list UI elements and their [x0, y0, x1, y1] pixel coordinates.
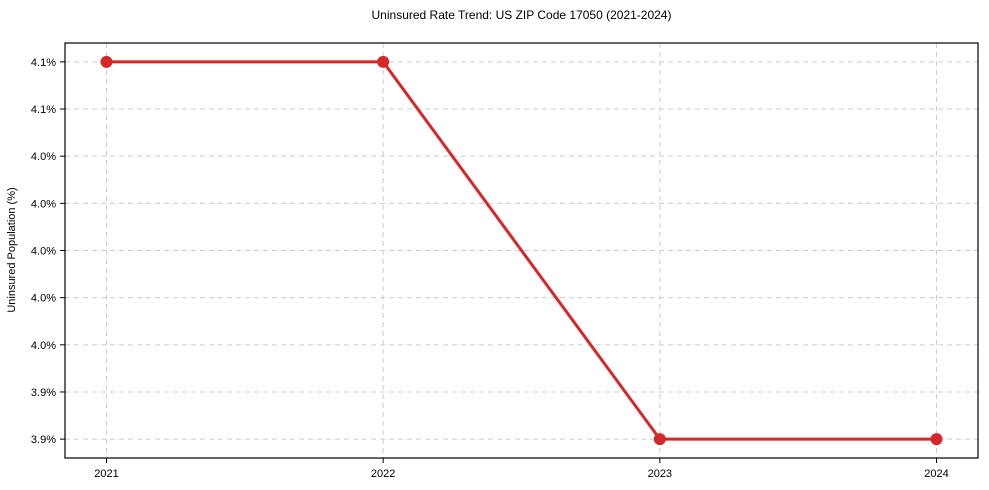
y-tick-label: 4.1% — [31, 57, 56, 69]
x-tick-label: 2024 — [924, 468, 948, 480]
x-tick-label: 2022 — [371, 468, 395, 480]
y-tick-label: 4.0% — [31, 293, 56, 305]
y-axis-label: Uninsured Population (%) — [6, 187, 18, 313]
y-tick-label: 4.0% — [31, 246, 56, 258]
y-tick-label: 4.0% — [31, 198, 56, 210]
y-tick-label: 3.9% — [31, 387, 56, 399]
chart-title: Uninsured Rate Trend: US ZIP Code 17050 … — [371, 8, 672, 22]
x-tick-label: 2021 — [94, 468, 118, 480]
y-tick-label: 3.9% — [31, 434, 56, 446]
x-tick-label: 2023 — [648, 468, 672, 480]
y-tick-label: 4.1% — [31, 104, 56, 116]
trend-line — [105, 60, 938, 441]
data-point-marker — [377, 55, 390, 68]
data-point-marker — [653, 433, 666, 446]
data-point-marker — [100, 55, 113, 68]
data-point-marker — [930, 433, 943, 446]
y-tick-label: 4.0% — [31, 151, 56, 163]
y-tick-label: 4.0% — [31, 340, 56, 352]
